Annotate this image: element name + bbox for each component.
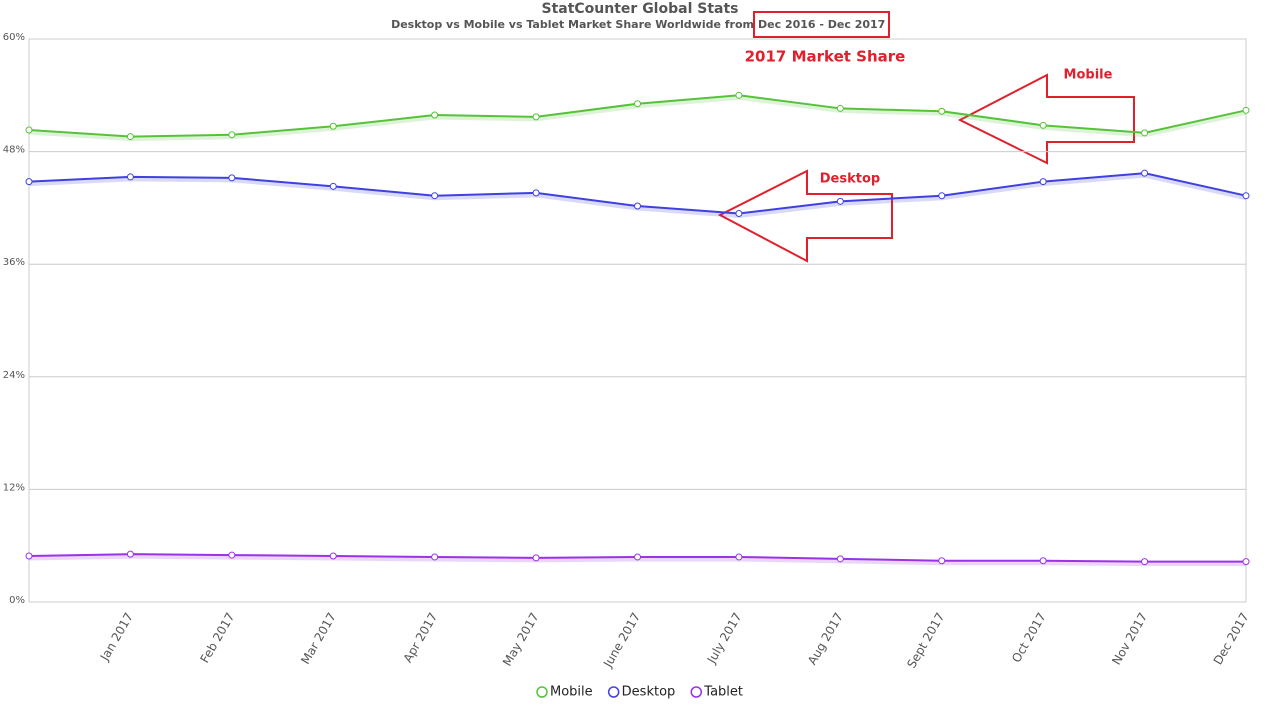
x-tick-label: Apr 2017 — [401, 610, 441, 665]
chart-subtitle: Desktop vs Mobile vs Tablet Market Share… — [391, 18, 754, 31]
data-point — [532, 189, 540, 197]
data-point — [329, 552, 337, 560]
data-point — [634, 202, 641, 210]
data-point — [1039, 121, 1047, 129]
y-tick-label: 60% — [3, 32, 25, 43]
legend-marker — [690, 686, 703, 698]
data-point — [938, 192, 946, 200]
data-point — [126, 133, 134, 141]
annotation: Mobile — [1064, 68, 1113, 83]
x-tick-label: June 2017 — [600, 610, 643, 670]
data-point — [1141, 129, 1149, 137]
data-point — [126, 173, 134, 181]
data-point — [634, 553, 641, 561]
x-tick-label: Dec 2017 — [1211, 610, 1252, 667]
data-point — [25, 126, 33, 134]
data-point — [25, 178, 33, 186]
data-point — [431, 111, 439, 119]
data-point — [1242, 106, 1250, 114]
data-point — [634, 100, 641, 108]
x-tick-label: Jan 2017 — [97, 610, 136, 664]
y-tick-label: 48% — [3, 145, 25, 156]
legend-marker — [607, 686, 620, 698]
x-tick-label: Feb 2017 — [198, 610, 238, 665]
data-point — [228, 131, 236, 139]
data-point — [431, 553, 439, 561]
y-tick-label: 36% — [3, 257, 25, 268]
data-point — [1242, 192, 1250, 200]
highlight-box — [753, 11, 890, 38]
data-point — [126, 550, 134, 558]
data-point — [735, 91, 743, 99]
x-tick-label: Aug 2017 — [805, 610, 846, 667]
data-point — [1141, 169, 1149, 177]
data-point — [25, 552, 33, 560]
legend-label: Tablet — [703, 685, 743, 700]
data-point — [431, 192, 439, 200]
x-tick-label: Sept 2017 — [904, 610, 947, 670]
data-point — [532, 554, 540, 562]
x-tick-label: May 2017 — [500, 610, 542, 668]
annotation: 2017 Market Share — [745, 48, 906, 66]
data-point — [1242, 558, 1250, 566]
subtitle-highlight: Dec 2016 - Dec 2017 — [758, 18, 885, 31]
legend-label: Desktop — [622, 685, 676, 700]
data-point — [228, 174, 236, 182]
data-point — [329, 182, 337, 190]
data-point — [329, 122, 337, 130]
legend-marker — [536, 686, 548, 698]
x-tick-label: Mar 2017 — [298, 610, 339, 666]
y-tick-label: 12% — [3, 482, 25, 493]
plot-frame — [28, 38, 1247, 603]
data-point — [836, 555, 844, 563]
y-tick-label: 24% — [3, 370, 25, 381]
data-point — [735, 553, 743, 561]
annotation: Desktop — [820, 172, 880, 187]
data-point — [228, 551, 236, 559]
data-point — [938, 107, 946, 115]
data-point — [938, 557, 946, 565]
x-tick-label: Oct 2017 — [1009, 610, 1049, 665]
data-point — [1141, 558, 1149, 566]
legend: Mobile Desktop Tablet — [536, 685, 743, 700]
data-point — [532, 113, 540, 121]
chart-title: StatCounter Global Stats — [541, 1, 738, 17]
legend-label: Mobile — [550, 685, 593, 700]
data-point — [836, 197, 844, 205]
x-tick-label: July 2017 — [704, 610, 745, 666]
y-tick-label: 0% — [9, 595, 25, 606]
x-tick-label: Nov 2017 — [1109, 610, 1150, 667]
data-point — [836, 104, 844, 112]
arrow — [957, 73, 1135, 165]
data-point — [1039, 557, 1047, 565]
arrow — [717, 169, 893, 263]
data-point — [1039, 178, 1047, 186]
data-point — [735, 210, 743, 218]
